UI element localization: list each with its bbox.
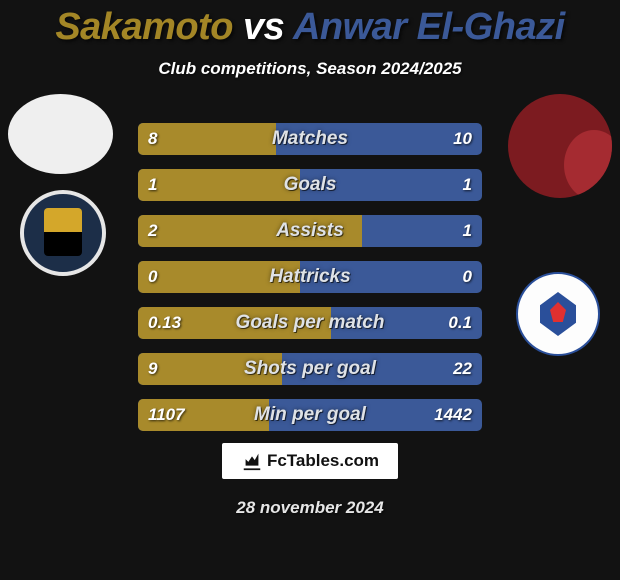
stat-row: Assists21: [138, 215, 482, 247]
bar-left-fill: [138, 215, 362, 247]
stat-value-right: 1442: [434, 399, 472, 431]
stat-value-left: 0.13: [148, 307, 181, 339]
stat-value-right: 1: [463, 169, 472, 201]
chart-icon: [241, 450, 263, 472]
bar-left-fill: [138, 123, 276, 155]
comparison-subtitle: Club competitions, Season 2024/2025: [0, 59, 620, 79]
branding-text: FcTables.com: [267, 451, 379, 471]
stat-value-left: 2: [148, 215, 157, 247]
player-right-avatar: [508, 94, 612, 198]
stat-value-left: 9: [148, 353, 157, 385]
title-vs: vs: [233, 6, 293, 48]
stat-value-left: 1107: [148, 399, 185, 431]
player-left-avatar: [8, 94, 113, 174]
club-right-badge: [516, 272, 600, 356]
stat-value-right: 22: [453, 353, 472, 385]
title-player-right: Anwar El-Ghazi: [293, 6, 565, 48]
stats-bars: Matches810Goals11Assists21Hattricks00Goa…: [138, 123, 482, 445]
club-left-badge: [20, 190, 106, 276]
stat-row: Min per goal11071442: [138, 399, 482, 431]
stat-value-left: 0: [148, 261, 157, 293]
stat-value-right: 10: [453, 123, 472, 155]
bar-left-fill: [138, 169, 300, 201]
date-text: 28 november 2024: [0, 498, 620, 518]
stat-value-right: 0: [463, 261, 472, 293]
stat-value-right: 1: [463, 215, 472, 247]
stat-value-left: 1: [148, 169, 157, 201]
stat-row: Goals11: [138, 169, 482, 201]
stat-row: Goals per match0.130.1: [138, 307, 482, 339]
title-player-left: Sakamoto: [55, 6, 233, 48]
stat-row: Shots per goal922: [138, 353, 482, 385]
stat-value-right: 0.1: [448, 307, 472, 339]
stat-row: Matches810: [138, 123, 482, 155]
stat-row: Hattricks00: [138, 261, 482, 293]
comparison-title: Sakamoto vs Anwar El-Ghazi: [0, 0, 620, 49]
bar-left-fill: [138, 353, 282, 385]
branding-badge: FcTables.com: [222, 443, 398, 479]
stat-value-left: 8: [148, 123, 157, 155]
bar-left-fill: [138, 261, 300, 293]
